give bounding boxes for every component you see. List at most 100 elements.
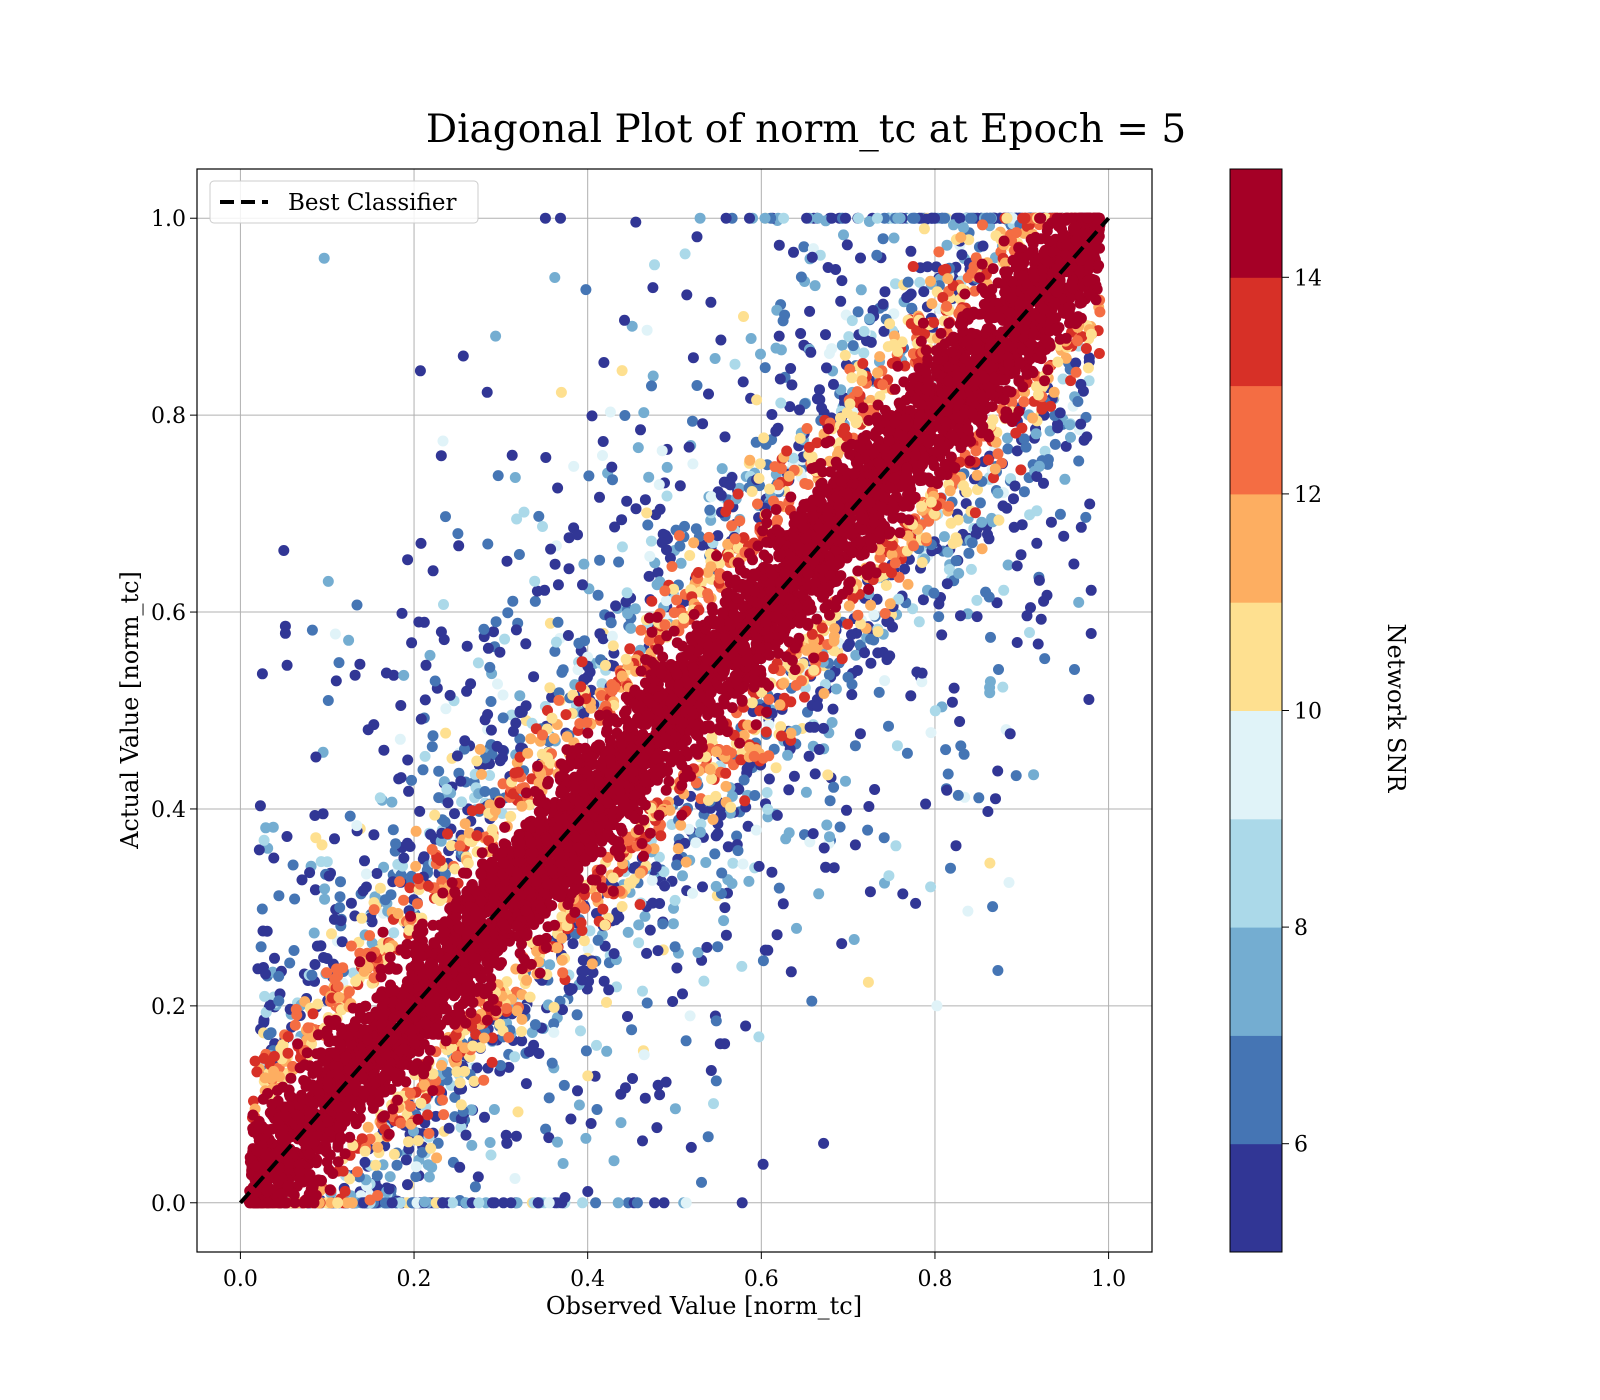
scatter-point-low-snr [509, 1051, 521, 1063]
scatter-point-low-snr [1041, 589, 1053, 601]
scatter-point-low-snr [1010, 770, 1022, 782]
scatter-point-low-snr [402, 754, 414, 766]
scatter-point-mid-snr [950, 532, 962, 544]
scatter-point-low-snr [770, 425, 782, 437]
scatter-point-mid-snr [403, 1136, 414, 1148]
scatter-point-low-snr [635, 424, 646, 436]
scatter-point-low-snr [755, 348, 766, 360]
scatter-point-low-snr [929, 705, 941, 717]
scatter-point-low-snr [962, 905, 974, 917]
scatter-point-low-snr [716, 867, 728, 879]
scatter-point-low-snr [997, 500, 1009, 512]
scatter-point-low-snr [853, 212, 864, 224]
scatter-point-low-snr [646, 874, 658, 886]
scatter-point-low-snr [580, 284, 592, 296]
scatter-point-mid-snr [581, 717, 593, 729]
scatter-point-low-snr [892, 212, 904, 224]
scatter-point-mid-snr [372, 1141, 384, 1153]
scatter-point-mid-snr [468, 1075, 480, 1087]
scatter-point-low-snr [1011, 637, 1023, 648]
scatter-point-low-snr [442, 797, 454, 809]
scatter-point-low-snr [509, 472, 521, 483]
scatter-point-low-snr [590, 1197, 602, 1209]
scatter-point-low-snr [786, 379, 798, 391]
scatter-point-low-snr [492, 470, 504, 482]
scatter-point-low-snr [552, 579, 564, 591]
scatter-point-mid-snr [843, 600, 855, 612]
scatter-point-low-snr [683, 441, 695, 453]
scatter-point-mid-snr [925, 496, 937, 508]
scatter-point-low-snr [418, 616, 430, 628]
scatter-point-mid-snr [776, 730, 787, 742]
scatter-point-low-snr [603, 984, 615, 996]
scatter-point-low-snr [828, 862, 840, 874]
scatter-point-high-snr [324, 1184, 336, 1196]
scatter-point-low-snr [1058, 530, 1070, 542]
scatter-point-low-snr [858, 347, 870, 359]
scatter-point-low-snr [888, 232, 900, 244]
scatter-point-low-snr [818, 722, 829, 734]
scatter-point-low-snr [779, 309, 791, 321]
scatter-point-low-snr [848, 934, 860, 945]
scatter-point-low-snr [501, 555, 513, 567]
scatter-point-mid-snr [753, 472, 765, 484]
scatter-point-low-snr [642, 519, 654, 531]
scatter-point-low-snr [580, 1045, 592, 1057]
scatter-point-low-snr [847, 340, 859, 352]
scatter-point-mid-snr [842, 618, 854, 630]
scatter-point-low-snr [520, 638, 532, 650]
scatter-point-low-snr [563, 563, 575, 575]
scatter-point-low-snr [929, 212, 940, 224]
scatter-point-low-snr [835, 295, 847, 307]
scatter-point-mid-snr [425, 1142, 437, 1154]
scatter-point-low-snr [840, 212, 851, 224]
scatter-point-low-snr [309, 884, 321, 896]
scatter-point-mid-snr [879, 608, 891, 619]
scatter-point-low-snr [627, 1073, 638, 1084]
scatter-point-low-snr [612, 1197, 624, 1209]
scatter-point-low-snr [703, 388, 714, 400]
scatter-point-low-snr [472, 1171, 484, 1183]
scatter-point-low-snr [745, 333, 757, 344]
scatter-point-low-snr [368, 829, 380, 841]
scatter-point-mid-snr [720, 767, 732, 779]
scatter-point-low-snr [549, 645, 561, 657]
scatter-point-low-snr [701, 941, 713, 953]
scatter-point-low-snr [865, 657, 877, 669]
scatter-point-low-snr [704, 504, 716, 516]
scatter-point-mid-snr [760, 726, 772, 738]
scatter-point-low-snr [763, 773, 775, 785]
scatter-point-low-snr [661, 490, 673, 502]
scatter-point-low-snr [622, 926, 634, 938]
scatter-point-high-snr [384, 951, 396, 963]
scatter-point-low-snr [518, 506, 530, 518]
scatter-point-low-snr [1031, 537, 1043, 549]
scatter-point-mid-snr [958, 480, 969, 492]
scatter-point-low-snr [329, 833, 340, 845]
scatter-point-low-snr [548, 1026, 560, 1038]
scatter-point-low-snr [506, 449, 518, 461]
scatter-point-low-snr [941, 578, 953, 590]
scatter-point-low-snr [653, 851, 665, 863]
scatter-point-mid-snr [302, 1022, 314, 1034]
scatter-point-mid-snr [889, 557, 901, 569]
scatter-point-low-snr [497, 689, 509, 701]
scatter-point-mid-snr [356, 1133, 368, 1145]
scatter-point-low-snr [677, 870, 688, 882]
scatter-point-low-snr [1075, 418, 1087, 430]
scatter-point-low-snr [938, 531, 950, 543]
scatter-point-mid-snr [438, 1109, 450, 1121]
scatter-point-low-snr [557, 664, 569, 676]
scatter-point-low-snr [965, 563, 977, 575]
scatter-point-low-snr [558, 1079, 570, 1091]
scatter-point-low-snr [773, 239, 785, 251]
scatter-point-low-snr [1085, 628, 1097, 639]
scatter-point-low-snr [698, 975, 710, 987]
scatter-point-low-snr [884, 650, 896, 662]
scatter-point-low-snr [785, 363, 797, 374]
scatter-point-low-snr [890, 840, 902, 852]
scatter-point-low-snr [731, 830, 743, 842]
scatter-point-mid-snr [486, 824, 498, 835]
scatter-point-low-snr [658, 1197, 670, 1209]
scatter-point-mid-snr [486, 1056, 498, 1068]
